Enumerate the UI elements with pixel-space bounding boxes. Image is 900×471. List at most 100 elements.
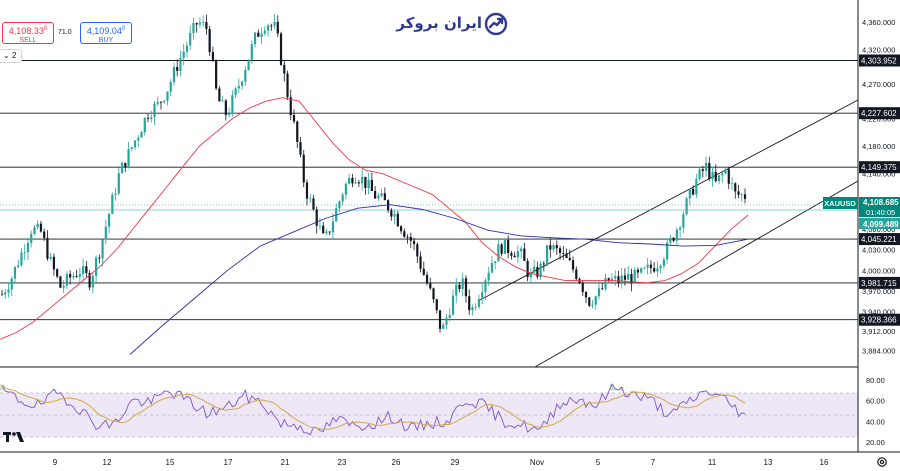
- level-labels: 4,303.952 4,227.602 4,149.375 4,045.221 3,98…: [859, 54, 900, 326]
- settings-gear-icon[interactable]: [876, 456, 888, 468]
- candle-body: [59, 276, 62, 288]
- candle-body: [250, 44, 253, 60]
- candle-body: [172, 66, 176, 83]
- candle-body: [448, 314, 451, 318]
- sell-button[interactable]: 4,108.330 SELL: [2, 22, 54, 44]
- candle-body: [133, 140, 137, 148]
- candle-body: [341, 194, 344, 202]
- time-label: 21: [281, 458, 290, 467]
- price-tick-label: 3,940.000: [862, 308, 895, 317]
- candle-body: [464, 278, 468, 297]
- candle-body: [65, 274, 68, 286]
- candle-body: [43, 231, 46, 238]
- candle-body: [604, 278, 607, 289]
- candle-body: [159, 101, 163, 103]
- buy-price-sup: 0: [121, 26, 126, 32]
- brand-logo: ایران بروکر: [394, 12, 510, 38]
- main-pane[interactable]: [0, 0, 859, 368]
- candle-body: [730, 183, 734, 185]
- candle-body: [318, 225, 322, 227]
- candle-body: [591, 304, 594, 306]
- candle-body: [396, 213, 399, 227]
- price-tick-label: 4,270.000: [862, 80, 895, 89]
- candle-body: [150, 117, 153, 119]
- candle-body: [610, 278, 614, 281]
- candle-body: [85, 266, 88, 274]
- candle-body: [643, 267, 646, 269]
- channel-lower-line[interactable]: [534, 180, 859, 368]
- level-label: 3,928.366: [861, 316, 897, 325]
- candle-body: [627, 274, 630, 280]
- candle-body: [351, 177, 354, 184]
- candle-body: [266, 25, 270, 31]
- rsi-line: [1, 383, 746, 436]
- level-label: 3,981.715: [861, 279, 897, 288]
- rsi-pane[interactable]: [0, 383, 858, 438]
- collapse-indicators-button[interactable]: ⌄ 2: [0, 49, 22, 63]
- candle-body: [101, 239, 104, 259]
- price-axis[interactable]: 4,360.000 4,320.000 4,270.000 4,180.000 4,06…: [823, 0, 900, 452]
- candle-body: [412, 240, 416, 245]
- candle-body: [75, 275, 78, 277]
- candle-body: [383, 193, 386, 201]
- time-axis[interactable]: 9 12 15 17 21 23 26 29 Nov 5 7 11 13 16: [0, 451, 900, 471]
- candle-body: [737, 191, 740, 195]
- candle-body: [562, 252, 565, 254]
- symbol-tag-label: XAUUSD: [824, 199, 856, 208]
- sell-price-sup: 0: [43, 26, 48, 32]
- candle-body: [185, 45, 189, 52]
- candle-body: [26, 242, 30, 253]
- tradingview-logo-icon[interactable]: [3, 431, 25, 443]
- candle-body: [296, 121, 299, 143]
- candle-body: [451, 295, 455, 315]
- candle-body: [510, 252, 513, 256]
- candle-body: [636, 269, 640, 273]
- channel-upper-line[interactable]: [479, 99, 859, 301]
- candle-body: [734, 183, 737, 192]
- candle-body: [247, 59, 250, 71]
- candle-body: [656, 268, 659, 272]
- candle-body: [104, 226, 107, 240]
- candle-body: [575, 269, 578, 279]
- ma-slow-line: [129, 204, 749, 355]
- candle-body: [617, 276, 620, 283]
- candle-body: [202, 21, 205, 23]
- time-axis-background: [0, 452, 900, 471]
- candle-body: [114, 193, 117, 195]
- candle-body: [292, 115, 296, 122]
- candle-body: [455, 284, 458, 296]
- candle-body: [500, 244, 503, 254]
- candle-body: [205, 21, 208, 29]
- candle-body: [224, 100, 227, 115]
- candle-body: [309, 198, 312, 200]
- candle-body: [30, 233, 33, 243]
- trend-channel[interactable]: [479, 99, 859, 368]
- level-label: 4,045.221: [861, 235, 897, 244]
- candles: [0, 14, 747, 333]
- candle-body: [494, 261, 497, 263]
- candle-body: [711, 171, 714, 179]
- candle-body: [380, 193, 383, 196]
- candle-body: [78, 274, 81, 277]
- candle-body: [623, 275, 627, 280]
- current-price-value: 4,108.685: [863, 198, 899, 207]
- time-label: 9: [53, 458, 58, 467]
- candle-body: [695, 179, 698, 195]
- buy-button[interactable]: 4,109.040 BUY: [80, 22, 132, 44]
- time-label: 17: [224, 458, 233, 467]
- candle-body: [23, 252, 26, 253]
- candle-body: [416, 244, 419, 257]
- candle-body: [721, 173, 724, 176]
- candle-body: [558, 248, 562, 253]
- candle-body: [312, 198, 315, 210]
- candle-body: [474, 306, 477, 308]
- candle-body: [425, 274, 429, 284]
- candle-body: [82, 266, 85, 275]
- candle-body: [406, 236, 409, 238]
- time-label: 16: [820, 458, 829, 467]
- candle-body: [507, 240, 510, 253]
- level-label-bg: [859, 107, 900, 120]
- candle-body: [253, 32, 257, 45]
- candle-body: [669, 237, 672, 243]
